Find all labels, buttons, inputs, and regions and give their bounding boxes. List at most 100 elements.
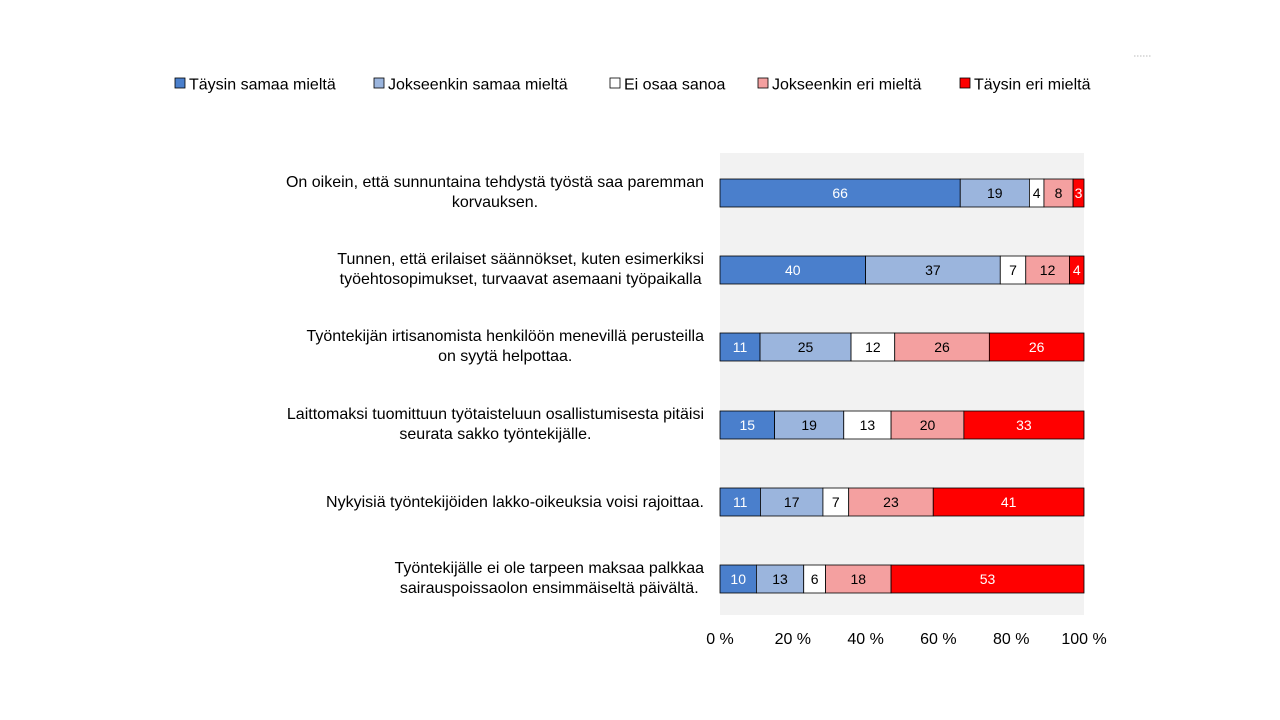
data-label: 18 [851,571,867,587]
bar-segment-taysin-samaa-mielta [719,332,761,362]
data-label: 37 [925,262,941,278]
data-label: 4 [1073,262,1081,278]
category-label-line: korvauksen. [452,194,538,211]
legend-item-jokseenkin-eri-mielta: Jokseenkin eri mieltä [757,77,922,94]
data-label: 23 [883,494,899,510]
category-label: Työntekijälle ei ole tarpeen maksaa palk… [394,560,704,597]
x-axis-ticks: 0 % 20 % 40 % 60 % 80 % 100 % [706,631,1106,648]
bar-segment-jokseenkin-eri-mielta [894,332,990,362]
data-label: 19 [801,417,817,433]
category-label-line: Tunnen, että erilaiset säännökset, kuten… [337,251,704,268]
bar-segment-jokseenkin-eri-mielta [1043,178,1074,208]
data-label: 11 [733,339,748,355]
x-tick-label: 0 % [706,631,734,648]
data-label: 7 [1009,262,1017,278]
plot-area [720,153,1084,615]
bar-segment-ei-osaa-sanoa [999,255,1027,285]
data-label: 20 [920,417,936,433]
bar-segment-jokseenkin-eri-mielta [1025,255,1070,285]
data-label: 12 [865,339,881,355]
bar-segment-taysin-eri-mielta [963,410,1085,440]
category-label-line: on syytä helpottaa. [438,348,572,365]
bar-row-4: 15 19 13 20 33 [719,410,1085,440]
legend-swatch [757,77,769,89]
legend-label: Ei osaa sanoa [624,77,726,94]
legend-item-ei-osaa-sanoa: Ei osaa sanoa [609,77,726,94]
bar-segment-ei-osaa-sanoa [850,332,896,362]
x-tick-label: 80 % [993,631,1029,648]
bar-segment-jokseenkin-samaa-mielta [865,255,1001,285]
legend-label: Jokseenkin eri mieltä [772,77,922,94]
data-label: 53 [980,571,996,587]
x-tick-label: 100 % [1061,631,1106,648]
bar-segment-jokseenkin-eri-mielta [848,487,934,517]
data-label: 66 [832,185,848,201]
data-label: 25 [798,339,814,355]
category-label: On oikein, että sunnuntaina tehdystä työ… [286,174,704,211]
bar-row-5: 11 17 7 23 41 [719,487,1085,517]
category-label: Laittomaksi tuomittuun työtaisteluun osa… [287,406,704,443]
legend-item-taysin-eri-mielta: Täysin eri mieltä [959,77,1091,94]
category-label-line: Laittomaksi tuomittuun työtaisteluun osa… [287,406,704,423]
x-tick-label: 60 % [920,631,956,648]
category-label-line: työehtosopimukset, turvaavat asemaani ty… [340,271,702,288]
data-label: 13 [772,571,788,587]
bar-segment-taysin-eri-mielta [890,564,1085,594]
bar-segment-jokseenkin-samaa-mielta [959,178,1030,208]
data-label: 26 [934,339,950,355]
data-label: 40 [785,262,801,278]
legend: Täysin samaa mieltä Jokseenkin samaa miel… [174,77,1091,94]
bar-segment-taysin-samaa-mielta [719,487,761,517]
category-label-line: Työntekijälle ei ole tarpeen maksaa palk… [394,560,704,577]
legend-swatch [174,77,186,89]
data-label: 19 [987,185,1003,201]
data-label: 26 [1029,339,1045,355]
data-label: 8 [1055,185,1063,201]
bar-segment-taysin-eri-mielta [1072,178,1085,208]
legend-label: Täysin samaa mieltä [189,77,336,94]
bar-segment-taysin-eri-mielta [988,332,1085,362]
data-label: 10 [730,571,746,587]
bar-segment-taysin-samaa-mielta [719,410,775,440]
x-tick-label: 20 % [775,631,811,648]
bar-segment-taysin-eri-mielta [932,487,1085,517]
bar-segment-jokseenkin-eri-mielta [825,564,892,594]
legend-label: Jokseenkin samaa mieltä [388,77,568,94]
bar-row-1: 66 19 4 8 3 [719,178,1085,208]
bar-segment-jokseenkin-eri-mielta [890,410,965,440]
category-label-line: On oikein, että sunnuntaina tehdystä työ… [286,174,704,191]
legend-item-jokseenkin-samaa-mielta: Jokseenkin samaa mieltä [373,77,568,94]
legend-label: Täysin eri mieltä [974,77,1091,94]
x-tick-label: 40 % [847,631,883,648]
legend-swatch [609,77,621,89]
category-label: Tunnen, että erilaiset säännökset, kuten… [337,251,704,288]
category-label-line: Nykyisiä työntekijöiden lakko-oikeuksia … [326,494,704,511]
data-label: 13 [860,417,876,433]
bar-row-6: 10 13 6 18 53 [719,564,1085,594]
category-labels: On oikein, että sunnuntaina tehdystä työ… [286,174,704,597]
category-label: Nykyisiä työntekijöiden lakko-oikeuksia … [326,494,704,511]
data-label: 12 [1040,262,1056,278]
bar-segment-taysin-samaa-mielta [719,178,961,208]
category-label-line: Työntekijän irtisanomista henkilöön mene… [306,328,704,345]
legend-swatch [373,77,385,89]
data-label: 33 [1016,417,1032,433]
bar-row-3: 11 25 12 26 26 [719,332,1085,362]
data-label: 17 [784,494,800,510]
data-label: 6 [811,571,819,587]
legend-item-taysin-samaa-mielta: Täysin samaa mieltä [174,77,336,94]
category-label-line: seurata sakko työntekijälle. [399,426,591,443]
bar-segment-taysin-samaa-mielta [719,564,757,594]
bar-segment-taysin-samaa-mielta [719,255,867,285]
data-label: 11 [733,494,748,510]
data-label: 7 [832,494,840,510]
bar-segment-taysin-eri-mielta [1069,255,1085,285]
data-label: 15 [740,417,756,433]
bar-row-2: 40 37 7 12 4 [719,255,1085,285]
data-label: 41 [1001,494,1017,510]
data-label: 4 [1033,185,1041,201]
data-label: 3 [1075,185,1083,201]
bar-segment-jokseenkin-samaa-mielta [760,487,824,517]
